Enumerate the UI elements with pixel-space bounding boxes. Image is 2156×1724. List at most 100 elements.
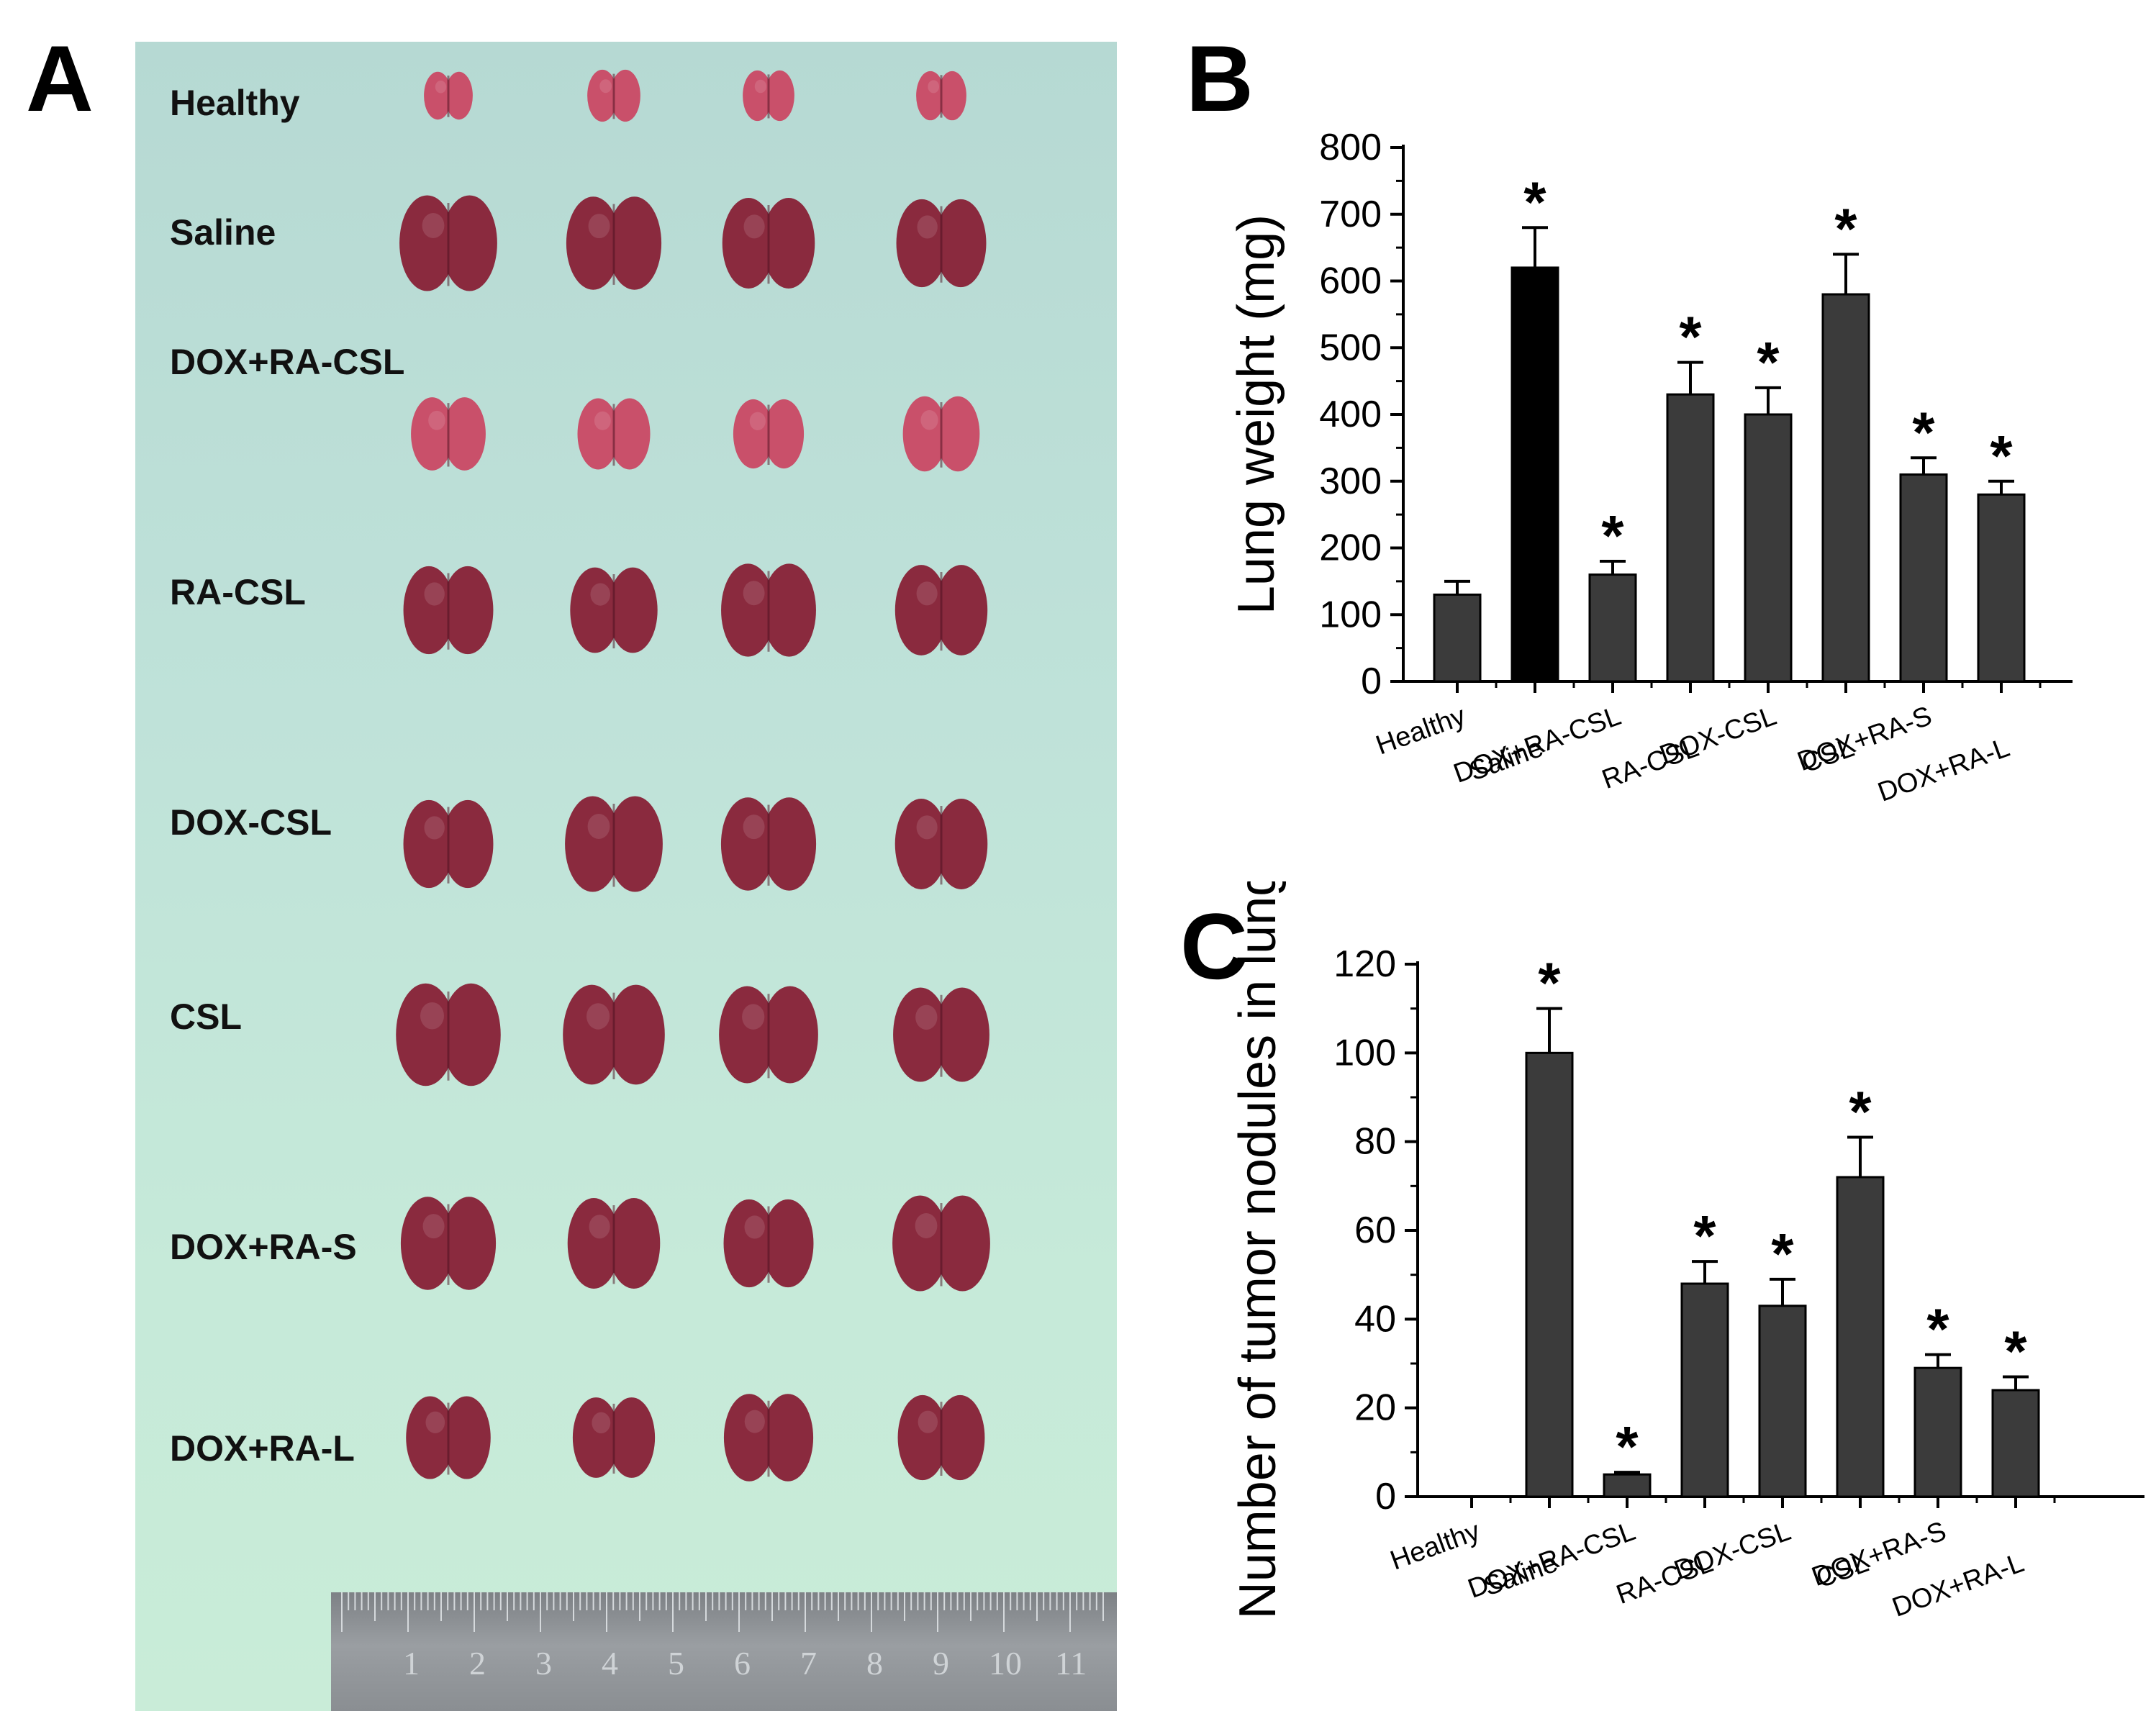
bar: [1977, 493, 2026, 683]
significance-marker: *: [1616, 1415, 1639, 1479]
bar: [1588, 573, 1637, 683]
lung-csl-2: [563, 984, 665, 1085]
lung-saline-4: [896, 199, 987, 288]
y-tick-label: 600: [1319, 260, 1382, 302]
bar: [1821, 293, 1870, 683]
ruler-number: 11: [1055, 1645, 1087, 1682]
significance-marker: *: [1679, 305, 1702, 369]
y-tick-label: 100: [1319, 594, 1382, 635]
bar: [1758, 1305, 1807, 1498]
significance-marker: *: [1757, 330, 1780, 394]
lung-dox-ra-l-1: [406, 1396, 491, 1479]
y-tick-label: 200: [1319, 527, 1382, 569]
x-tick-label: Healthy: [1387, 1516, 1484, 1576]
y-tick-label: 120: [1333, 943, 1396, 985]
lung-specimens-svg: [396, 69, 990, 1482]
x-tick-label: DOX-CSL: [1670, 1516, 1795, 1586]
lung-saline-3: [722, 198, 815, 289]
ruler-number: 2: [469, 1645, 486, 1682]
y-tick-label: 500: [1319, 327, 1382, 368]
y-tick-label: 300: [1319, 461, 1382, 502]
significance-marker: *: [1834, 196, 1857, 260]
y-tick-label: 40: [1354, 1298, 1396, 1340]
photo-label-dox-csl: DOX-CSL: [170, 802, 332, 843]
photo-label-dox-ra-l: DOX+RA-L: [170, 1428, 355, 1469]
y-axis-label: Number of tumor nodules in lungs: [1229, 881, 1287, 1619]
x-tick-label: DOX+RA-CSL: [1450, 701, 1626, 789]
ruler-number: 8: [866, 1645, 883, 1682]
y-axis-label: Lung weight (mg): [1228, 214, 1285, 614]
ruler-number: 3: [535, 1645, 552, 1682]
lung-dox-csl-4: [894, 799, 988, 889]
lung-dox-csl-2: [565, 796, 663, 892]
ruler-number: 6: [734, 1645, 751, 1682]
lung-dox-ra-s-4: [892, 1195, 990, 1292]
bar: [1680, 1282, 1729, 1498]
y-tick-label: 100: [1333, 1032, 1396, 1074]
ruler-number: 1: [403, 1645, 420, 1682]
y-tick-label: 0: [1375, 1476, 1396, 1517]
y-tick-label: 80: [1354, 1121, 1396, 1163]
chart-c: 0 20 40 60 80 100 120 Number of tumor nodules i…: [1229, 881, 2144, 1623]
panel-c-letter: C: [1180, 894, 1248, 999]
photo-label-healthy: Healthy: [170, 83, 300, 123]
bar: [1525, 1051, 1574, 1498]
y-tick-label: 700: [1319, 194, 1382, 235]
y-tick-label: 60: [1354, 1210, 1396, 1251]
lung-dox-ra-csl-2: [577, 398, 651, 470]
bar: [1836, 1176, 1885, 1498]
lung-dox-ra-csl-3: [733, 399, 805, 469]
lung-dox-ra-csl-1: [411, 397, 486, 471]
ruler: 1 2 3 4 5 6 7 8 9 10 11: [331, 1592, 1117, 1711]
lung-ra-csl-2: [570, 567, 658, 653]
significance-marker: *: [1523, 170, 1546, 234]
ruler-number: 7: [800, 1645, 817, 1682]
significance-marker: *: [1538, 951, 1561, 1015]
photo-label-ra-csl: RA-CSL: [170, 572, 306, 612]
bar: [1744, 413, 1793, 683]
significance-marker: *: [2004, 1320, 2027, 1384]
ruler-number: 9: [933, 1645, 949, 1682]
y-tick-label: 0: [1361, 661, 1382, 702]
ruler-ticks: [341, 1592, 1104, 1632]
lung-dox-ra-s-3: [723, 1199, 814, 1288]
x-tick-label: Healthy: [1372, 701, 1469, 761]
lung-dox-ra-l-3: [723, 1394, 814, 1482]
lung-dox-ra-l-2: [572, 1397, 656, 1478]
bar: [1899, 473, 1948, 683]
significance-marker: *: [1693, 1204, 1716, 1268]
ruler-number: 10: [989, 1645, 1022, 1682]
panel-b-letter: B: [1186, 26, 1254, 131]
bar: [1666, 393, 1715, 683]
lung-dox-ra-s-2: [567, 1198, 661, 1289]
x-tick-label: DOX+RA-CSL: [1464, 1516, 1640, 1605]
lung-healthy-2: [587, 69, 640, 122]
panel-a-letter: A: [26, 26, 94, 131]
lung-csl-1: [396, 983, 501, 1086]
photo-label-dox-ra-csl: DOX+RA-CSL: [170, 342, 405, 382]
bar: [1603, 1473, 1652, 1498]
lung-dox-csl-1: [403, 799, 494, 889]
lung-ra-csl-4: [894, 565, 988, 655]
photo-label-dox-ra-s: DOX+RA-S: [170, 1227, 357, 1267]
significance-marker: *: [1601, 504, 1624, 568]
x-tick-label: DOX-CSL: [1656, 701, 1780, 771]
lung-ra-csl-1: [403, 566, 494, 655]
significance-marker: *: [1926, 1297, 1949, 1361]
ruler-number: 5: [668, 1645, 684, 1682]
lung-photo: Healthy Saline DOX+RA-CSL RA-CSL DOX-CSL…: [135, 42, 1117, 1711]
lung-dox-ra-s-1: [400, 1197, 497, 1290]
lung-csl-3: [719, 986, 818, 1084]
lung-healthy-1: [424, 71, 473, 120]
lung-healthy-3: [743, 70, 794, 122]
photo-label-csl: CSL: [170, 997, 242, 1037]
bar: [1510, 266, 1559, 683]
lung-healthy-4: [916, 71, 966, 121]
y-tick-label: 400: [1319, 394, 1382, 435]
lung-saline-2: [566, 196, 662, 290]
lung-dox-ra-l-4: [897, 1394, 985, 1481]
chart-b: 0 100 200 300 400 500 600 700 800 Lung weight (mg…: [1228, 127, 2073, 808]
photo-label-saline: Saline: [170, 212, 276, 253]
bar: [1913, 1366, 1962, 1498]
significance-marker: *: [1990, 424, 2013, 488]
